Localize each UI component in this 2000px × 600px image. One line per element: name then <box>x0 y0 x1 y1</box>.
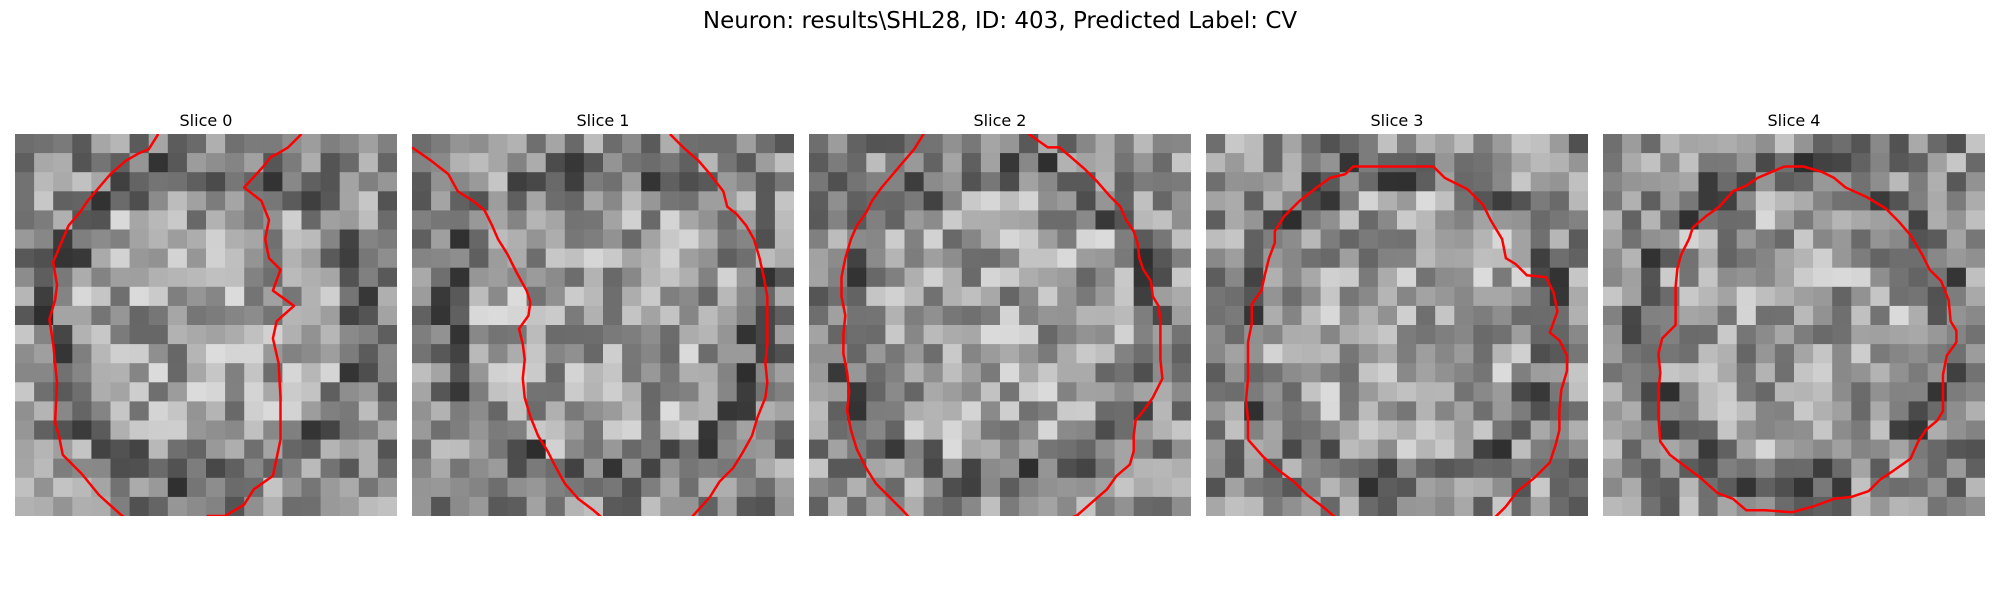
contour-line <box>1244 172 1346 440</box>
contour-line <box>48 134 303 516</box>
slice-image <box>1603 134 1985 516</box>
pixel-grid <box>15 134 397 516</box>
panel-title: Slice 0 <box>179 111 233 130</box>
panel-slice-2: Slice 2 <box>809 108 1191 516</box>
slice-image <box>1206 134 1588 516</box>
panel-slice-0: Slice 0 <box>15 108 397 516</box>
panel-title: Slice 2 <box>973 111 1027 130</box>
contour-line <box>1027 134 1164 516</box>
contour-line <box>669 134 769 516</box>
panel-slice-4: Slice 4 <box>1603 108 1985 516</box>
pixel-grid <box>1206 134 1588 516</box>
slice-image <box>15 134 397 516</box>
contour-line <box>412 146 602 516</box>
pixel-grid <box>1603 134 1985 516</box>
contour-line <box>840 134 925 516</box>
contour-line <box>1657 165 1958 514</box>
panel-title: Slice 1 <box>576 111 630 130</box>
pixel-grid <box>412 134 794 516</box>
contour-line <box>1247 438 1336 516</box>
slice-image <box>809 134 1191 516</box>
figure-title: Neuron: results\SHL28, ID: 403, Predicte… <box>702 8 1298 34</box>
contour-line <box>1344 165 1569 516</box>
slice-image <box>412 134 794 516</box>
panel-slice-3: Slice 3 <box>1206 108 1588 516</box>
panel-title: Slice 4 <box>1767 111 1821 130</box>
pixel-grid <box>809 134 1191 516</box>
panel-title: Slice 3 <box>1370 111 1424 130</box>
panel-slice-1: Slice 1 <box>412 108 794 516</box>
